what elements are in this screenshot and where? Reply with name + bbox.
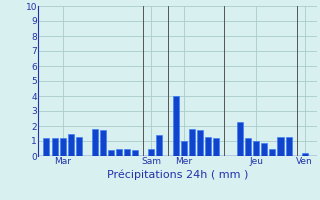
- Bar: [302, 153, 308, 156]
- Bar: [285, 137, 292, 156]
- Bar: [100, 130, 106, 156]
- Bar: [213, 138, 219, 156]
- Bar: [189, 129, 195, 156]
- Bar: [197, 130, 203, 156]
- Bar: [245, 138, 251, 156]
- Bar: [277, 137, 284, 156]
- Bar: [60, 138, 66, 156]
- Bar: [237, 121, 243, 156]
- Bar: [68, 134, 74, 156]
- Bar: [205, 137, 211, 156]
- Bar: [180, 141, 187, 156]
- Bar: [156, 135, 163, 156]
- Bar: [253, 141, 259, 156]
- Bar: [269, 148, 276, 156]
- Bar: [172, 96, 179, 156]
- Bar: [261, 142, 268, 156]
- Bar: [44, 138, 50, 156]
- X-axis label: Précipitations 24h ( mm ): Précipitations 24h ( mm ): [107, 169, 248, 180]
- Bar: [124, 148, 130, 156]
- Bar: [132, 150, 138, 156]
- Bar: [92, 129, 98, 156]
- Bar: [52, 138, 58, 156]
- Bar: [148, 148, 155, 156]
- Bar: [116, 148, 122, 156]
- Bar: [108, 150, 114, 156]
- Bar: [76, 137, 82, 156]
